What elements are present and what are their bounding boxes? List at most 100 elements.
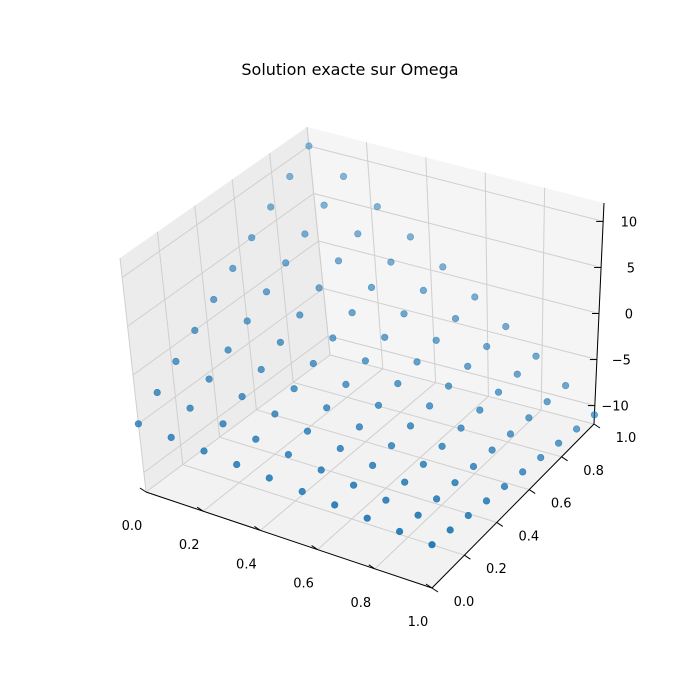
scatter-point [329,334,337,342]
scatter-point [396,527,404,536]
scatter-point [406,422,415,430]
scatter-point [572,425,581,433]
scatter-point [265,474,273,482]
scatter-point [451,479,459,487]
z-tick-label: 5 [627,261,635,276]
scatter-point [494,388,503,396]
scatter-point [271,410,279,418]
scatter-point [471,293,479,301]
scatter-point [554,439,563,447]
left-pane [120,127,330,492]
scatter-point [513,370,521,378]
y-tick-0 [431,587,439,593]
scatter-point [445,382,453,390]
z-tick-label: −5 [612,354,631,369]
back-gridline-z-1 [313,193,602,268]
scatter-point [257,365,265,374]
y-tick-2 [496,521,504,527]
scatter-point [355,423,364,431]
z-tick-label: −10 [601,400,628,415]
scatter-point [238,393,246,401]
scatter-point [301,230,309,238]
scatter-point [331,501,339,509]
scatter-point [374,401,383,409]
scatter-point [361,357,370,365]
scatter-point [252,435,260,443]
scatter-point [406,233,415,241]
left-gridline-z-0 [121,145,310,278]
y-tick-label: 1.0 [616,431,637,446]
scatter-point [419,460,428,468]
scatter-point [488,446,496,454]
y-tick-1 [464,554,471,560]
scatter-point [282,259,290,267]
x-tick-label: 0.0 [122,519,143,534]
scatter-point [400,310,408,318]
floor-gridline-y-2 [219,436,497,523]
scatter-point [464,511,472,520]
scatter-point [438,442,446,450]
scatter-point [543,398,551,406]
scatter-point [262,288,271,296]
scatter-point [334,257,343,265]
scatter-point [210,295,218,304]
y-tick-3 [528,489,536,495]
scatter-point [348,309,356,317]
floor-gridline-x-1 [202,368,384,512]
scatter-point [483,342,491,351]
scatter-point [394,380,402,388]
scatter-point [561,382,570,390]
scatter-point [243,317,251,325]
scatter-point [413,358,421,366]
scatter-point [500,482,509,491]
scatter-point [317,466,325,474]
scatter-point [296,311,304,319]
scatter-point [205,375,213,383]
scatter-point [309,359,317,368]
scatter-point [401,478,409,486]
back-gridline-z-0 [308,145,604,222]
y-axis-line [431,423,595,589]
x-tick-label: 0.2 [179,538,200,553]
x-tick-label: 0.6 [293,577,314,592]
scatter-point [433,495,441,503]
x-tick-label: 0.4 [236,557,257,572]
scatter-point [339,172,348,180]
scatter-point [469,462,478,471]
scatter-point [172,357,180,366]
scatter-point [186,404,194,412]
scatter-point [167,433,175,442]
x-tick-1 [196,506,204,512]
scatter-point [315,284,323,292]
scatter-point [387,442,396,450]
y-tick-4 [561,456,568,462]
back-gridline-z-2 [318,240,600,314]
scatter-point [451,315,460,323]
scatter-point [354,230,362,238]
scatter-point [233,460,241,469]
y-tick-5 [593,423,601,429]
scatter-point [134,420,142,428]
scatter-point [191,326,199,335]
scatter-point [373,203,381,211]
scatter-point [336,444,344,453]
y-tick-label: 0.2 [486,562,507,577]
x-tick-2 [254,525,261,531]
scatter-point [303,427,312,435]
floor-pane [146,355,594,588]
scatter-point [457,424,465,432]
scatter-point [464,362,472,370]
scatter-point [476,406,484,414]
floor-gridline-x-3 [317,396,489,550]
back-gridline-z-3 [323,288,598,361]
floor-gridline-y-1 [182,464,465,556]
scatter-point [506,430,515,438]
x-tick-3 [311,545,318,551]
scatter-point [286,172,294,181]
floor-gridline-y-5 [329,354,595,425]
scatter-point [219,420,227,428]
scatter-point [381,333,389,341]
floor-gridline-x-0 [145,354,331,493]
chart-title: Solution exacte sur Omega [241,60,459,79]
